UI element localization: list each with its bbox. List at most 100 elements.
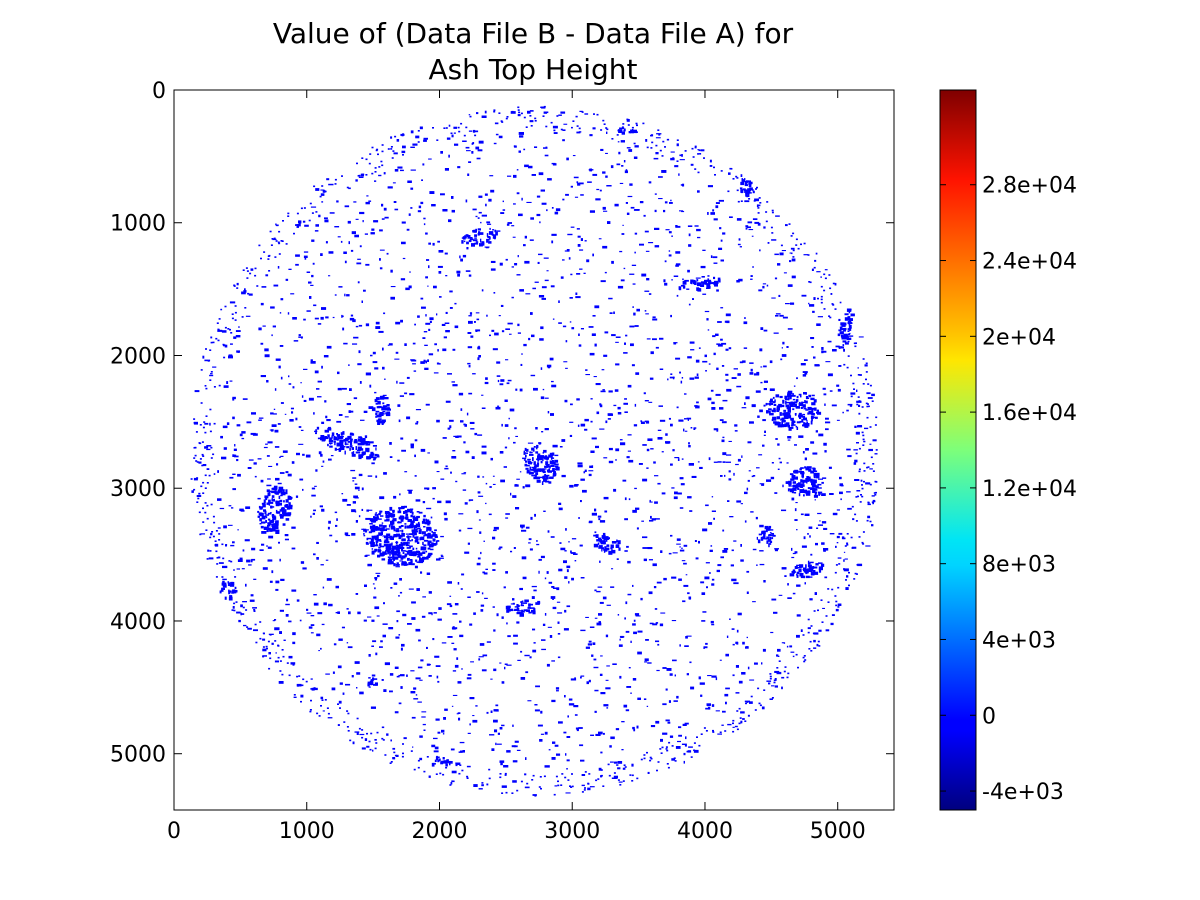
heatmap-cell: [773, 681, 776, 684]
heatmap-cell: [564, 695, 566, 698]
heatmap-cell: [196, 501, 199, 503]
heatmap-cell: [427, 359, 429, 362]
heatmap-cell: [556, 753, 561, 756]
heatmap-cell: [580, 675, 585, 677]
heatmap-cell: [514, 745, 518, 748]
heatmap-cell: [385, 514, 390, 518]
heatmap-cell: [749, 679, 755, 681]
heatmap-cell: [800, 479, 803, 483]
heatmap-cell: [552, 444, 558, 448]
heatmap-cell: [420, 571, 423, 574]
heatmap-cell: [378, 174, 382, 177]
heatmap-cell: [407, 180, 412, 183]
heatmap-cell: [781, 250, 786, 252]
heatmap-cell: [405, 550, 409, 552]
heatmap-cell: [316, 388, 320, 390]
heatmap-cell: [551, 461, 556, 465]
heatmap-cell: [552, 125, 558, 129]
heatmap-cell: [401, 241, 406, 245]
heatmap-cell: [749, 701, 753, 704]
heatmap-cell: [680, 483, 685, 486]
heatmap-cell: [458, 751, 463, 753]
heatmap-cell: [718, 199, 724, 202]
heatmap-cell: [787, 415, 792, 419]
heatmap-cell: [752, 475, 756, 477]
heatmap-cell: [206, 504, 209, 507]
heatmap-cell: [684, 418, 687, 420]
heatmap-cell: [599, 520, 606, 523]
heatmap-cell: [786, 676, 789, 679]
heatmap-cell: [732, 674, 735, 677]
heatmap-cell: [605, 420, 608, 424]
heatmap-cell: [747, 479, 750, 482]
heatmap-cell: [875, 481, 878, 483]
heatmap-cell: [589, 626, 595, 628]
heatmap-cell: [528, 165, 533, 169]
heatmap-cell: [358, 455, 362, 460]
heatmap-cell: [561, 773, 564, 775]
heatmap-cell: [730, 564, 734, 567]
heatmap-cell: [547, 530, 550, 533]
heatmap-cell: [479, 643, 485, 646]
heatmap-cell: [645, 313, 649, 315]
heatmap-cell: [590, 420, 593, 423]
heatmap-cell: [736, 218, 742, 221]
heatmap-cell: [369, 441, 374, 444]
heatmap-cell: [520, 363, 523, 366]
heatmap-cell: [791, 424, 794, 427]
heatmap-cell: [514, 780, 517, 783]
heatmap-cell: [326, 419, 331, 422]
heatmap-cell: [648, 559, 653, 561]
heatmap-cell: [751, 404, 756, 408]
heatmap-cell: [417, 701, 422, 703]
heatmap-cell: [869, 520, 872, 523]
heatmap-cell: [736, 629, 739, 633]
heatmap-cell: [355, 520, 358, 523]
heatmap-cell: [715, 710, 720, 712]
heatmap-cell: [832, 349, 837, 352]
heatmap-cell: [438, 607, 442, 610]
heatmap-cell: [822, 607, 825, 609]
heatmap-cell: [769, 388, 775, 391]
heatmap-cell: [432, 543, 437, 546]
heatmap-cell: [344, 205, 350, 208]
heatmap-cell: [477, 557, 481, 560]
heatmap-cell: [236, 459, 239, 462]
heatmap-cell: [770, 476, 775, 480]
heatmap-cell: [684, 393, 687, 395]
heatmap-cell: [260, 302, 264, 306]
heatmap-cell: [509, 608, 514, 612]
heatmap-cell: [463, 240, 466, 243]
heatmap-cell: [376, 419, 380, 423]
heatmap-cell: [847, 321, 852, 325]
heatmap-cell: [422, 596, 426, 598]
heatmap-cell: [649, 756, 652, 759]
heatmap-cell: [298, 675, 301, 677]
heatmap-cell: [371, 146, 374, 149]
heatmap-cell: [399, 395, 404, 397]
heatmap-cell: [228, 354, 233, 356]
heatmap-cell: [445, 763, 447, 767]
heatmap-cell: [343, 342, 348, 345]
heatmap-cell: [410, 187, 414, 190]
heatmap-cell: [848, 584, 850, 587]
heatmap-cell: [566, 249, 570, 252]
heatmap-cell: [384, 216, 389, 219]
heatmap-cell: [311, 212, 314, 214]
heatmap-cell: [379, 545, 385, 548]
heatmap-cell: [288, 496, 292, 499]
heatmap-cell: [576, 125, 579, 127]
heatmap-cell: [699, 682, 705, 685]
heatmap-cell: [631, 264, 637, 266]
heatmap-cell: [375, 447, 377, 451]
heatmap-cell: [869, 443, 872, 445]
heatmap-cell: [682, 723, 687, 726]
heatmap-cell: [470, 335, 474, 338]
heatmap-cell: [427, 547, 431, 550]
heatmap-cell: [481, 394, 484, 396]
heatmap-cell: [266, 647, 268, 650]
heatmap-cell: [632, 306, 634, 308]
heatmap-cell: [542, 623, 546, 626]
heatmap-cell: [739, 187, 743, 190]
heatmap-cell: [549, 635, 553, 638]
